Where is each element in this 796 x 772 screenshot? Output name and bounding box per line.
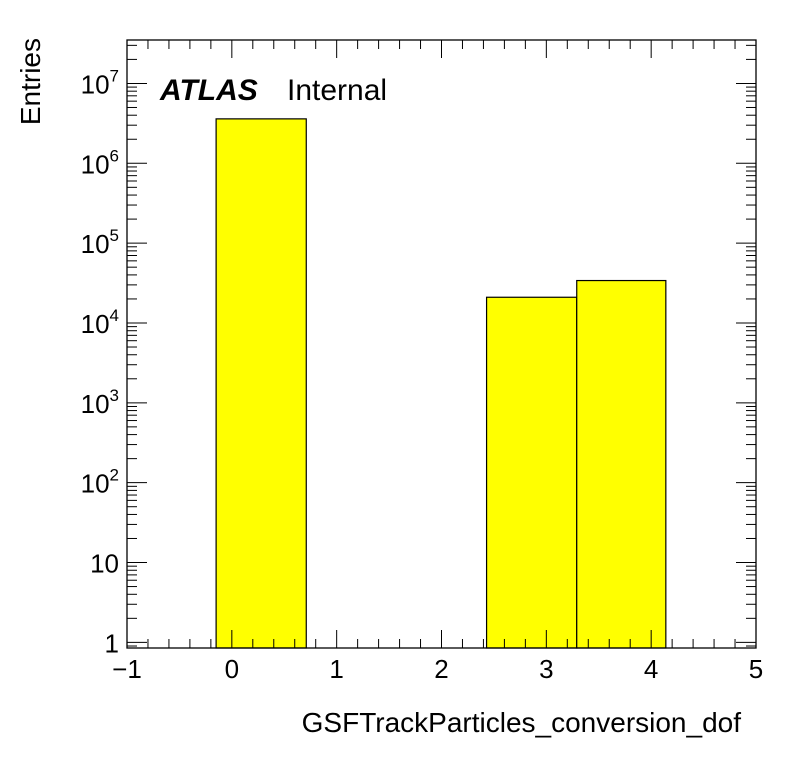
axis-ticks bbox=[126, 40, 757, 648]
x-tick-label: 2 bbox=[434, 654, 448, 684]
plot-frame bbox=[126, 39, 757, 649]
y-tick-label: 10 bbox=[90, 549, 119, 579]
x-tick-label: 3 bbox=[539, 654, 553, 684]
x-tick-label: −1 bbox=[112, 654, 142, 684]
bars-group bbox=[215, 118, 667, 649]
y-tick-label: 104 bbox=[81, 306, 119, 339]
atlas-label: ATLAS bbox=[159, 74, 258, 107]
y-tick-label: 107 bbox=[81, 66, 119, 99]
y-tick-labels: 1 10 102 103 104 105 106 107 bbox=[81, 66, 119, 658]
y-tick-label: 102 bbox=[81, 466, 119, 499]
y-tick-label: 105 bbox=[81, 226, 119, 259]
histogram-bar bbox=[576, 279, 667, 649]
y-tick-label: 1 bbox=[105, 628, 119, 658]
y-axis-title: Entries bbox=[15, 38, 46, 125]
x-tick-label: 5 bbox=[749, 654, 763, 684]
x-tick-label: 4 bbox=[644, 654, 658, 684]
x-tick-labels: −1 0 1 2 3 4 5 bbox=[112, 654, 763, 684]
internal-label: Internal bbox=[287, 74, 387, 107]
y-tick-label: 103 bbox=[81, 386, 119, 419]
histogram-bar bbox=[485, 296, 578, 649]
y-tick-label: 106 bbox=[81, 146, 119, 179]
x-tick-label: 0 bbox=[225, 654, 239, 684]
x-tick-label: 1 bbox=[329, 654, 343, 684]
histogram-bar bbox=[215, 118, 307, 649]
x-axis-title: GSFTrackParticles_conversion_dof bbox=[302, 707, 742, 738]
